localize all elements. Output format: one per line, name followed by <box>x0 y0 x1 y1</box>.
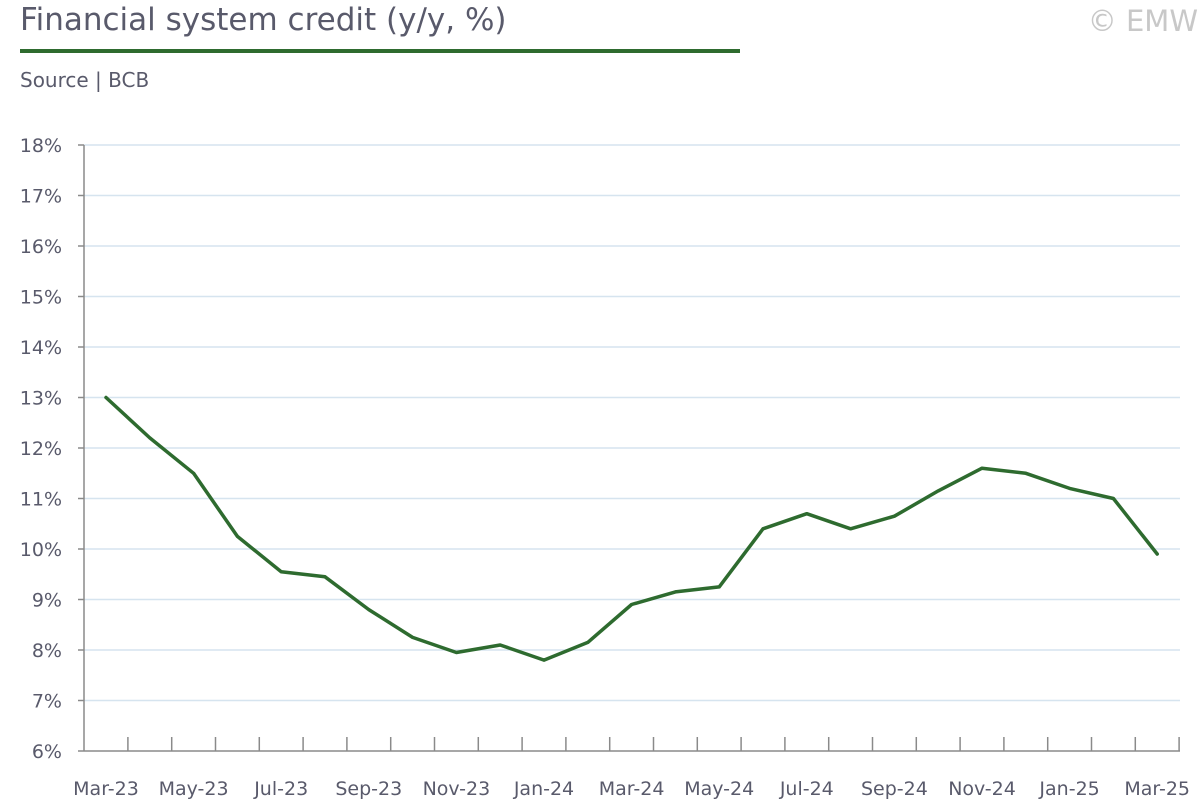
y-tick-label: 14% <box>20 337 62 359</box>
data-point <box>1024 471 1028 475</box>
x-tick-label: May-24 <box>684 778 754 800</box>
y-tick-label: 7% <box>32 691 62 713</box>
data-point <box>104 396 108 399</box>
data-point <box>849 527 853 531</box>
x-tick-label: Mar-25 <box>1124 778 1190 800</box>
copyright-watermark: © EMW <box>1087 4 1198 38</box>
x-tick-label: Nov-23 <box>423 778 491 800</box>
data-point <box>235 534 239 538</box>
title-underline <box>20 49 740 53</box>
y-tick-label: 17% <box>20 186 62 208</box>
y-tick-label: 12% <box>20 438 62 460</box>
data-point <box>1068 486 1072 490</box>
data-point <box>630 603 634 607</box>
y-tick-label: 9% <box>32 590 62 612</box>
x-tick-label: May-23 <box>159 778 229 800</box>
gridlines <box>84 144 1180 702</box>
y-tick-label: 11% <box>20 489 62 511</box>
data-point <box>980 466 984 470</box>
data-point <box>673 590 677 594</box>
x-tick-label: Jan-24 <box>513 778 574 800</box>
x-tick-label: Jul-24 <box>779 778 834 800</box>
data-point <box>498 643 502 647</box>
data-point <box>148 436 152 440</box>
y-tick-label: 10% <box>20 539 62 561</box>
y-tick-label: 13% <box>20 388 62 410</box>
y-tick-label: 6% <box>32 741 62 763</box>
y-tick-label: 16% <box>20 236 62 258</box>
data-point <box>936 489 940 493</box>
x-tick-label: Mar-23 <box>73 778 139 800</box>
data-point <box>1155 552 1159 556</box>
data-point <box>323 575 327 579</box>
data-point <box>586 640 590 644</box>
data-point <box>717 585 721 589</box>
source-label: Source | BCB <box>20 68 150 92</box>
series-line <box>104 395 1159 662</box>
data-point <box>1111 497 1115 500</box>
data-point <box>411 635 415 639</box>
x-tick-label: Jan-25 <box>1038 778 1099 800</box>
data-point <box>192 471 196 475</box>
chart-title: Financial system credit (y/y, %) <box>20 2 507 38</box>
x-tick-label: Sep-24 <box>861 778 928 800</box>
data-point <box>454 651 458 655</box>
data-point <box>279 570 283 574</box>
y-tick-label: 15% <box>20 287 62 309</box>
data-point <box>761 527 765 531</box>
y-tick-label: 8% <box>32 640 62 662</box>
x-tick-label: Mar-24 <box>599 778 665 800</box>
data-point <box>805 512 809 516</box>
data-point <box>892 514 896 518</box>
x-tick-label: Nov-24 <box>948 778 1016 800</box>
data-point <box>367 608 371 612</box>
data-point <box>542 658 546 662</box>
x-tick-label: Sep-23 <box>335 778 402 800</box>
axes: 6% 7% 8% 9% 10% 11% 12% 13% 14% 15% 16% 17% 18% Mar-2… <box>20 135 1190 800</box>
x-tick-label: Jul-23 <box>253 778 308 800</box>
y-tick-label: 18% <box>20 135 62 157</box>
series-layer <box>104 395 1159 662</box>
